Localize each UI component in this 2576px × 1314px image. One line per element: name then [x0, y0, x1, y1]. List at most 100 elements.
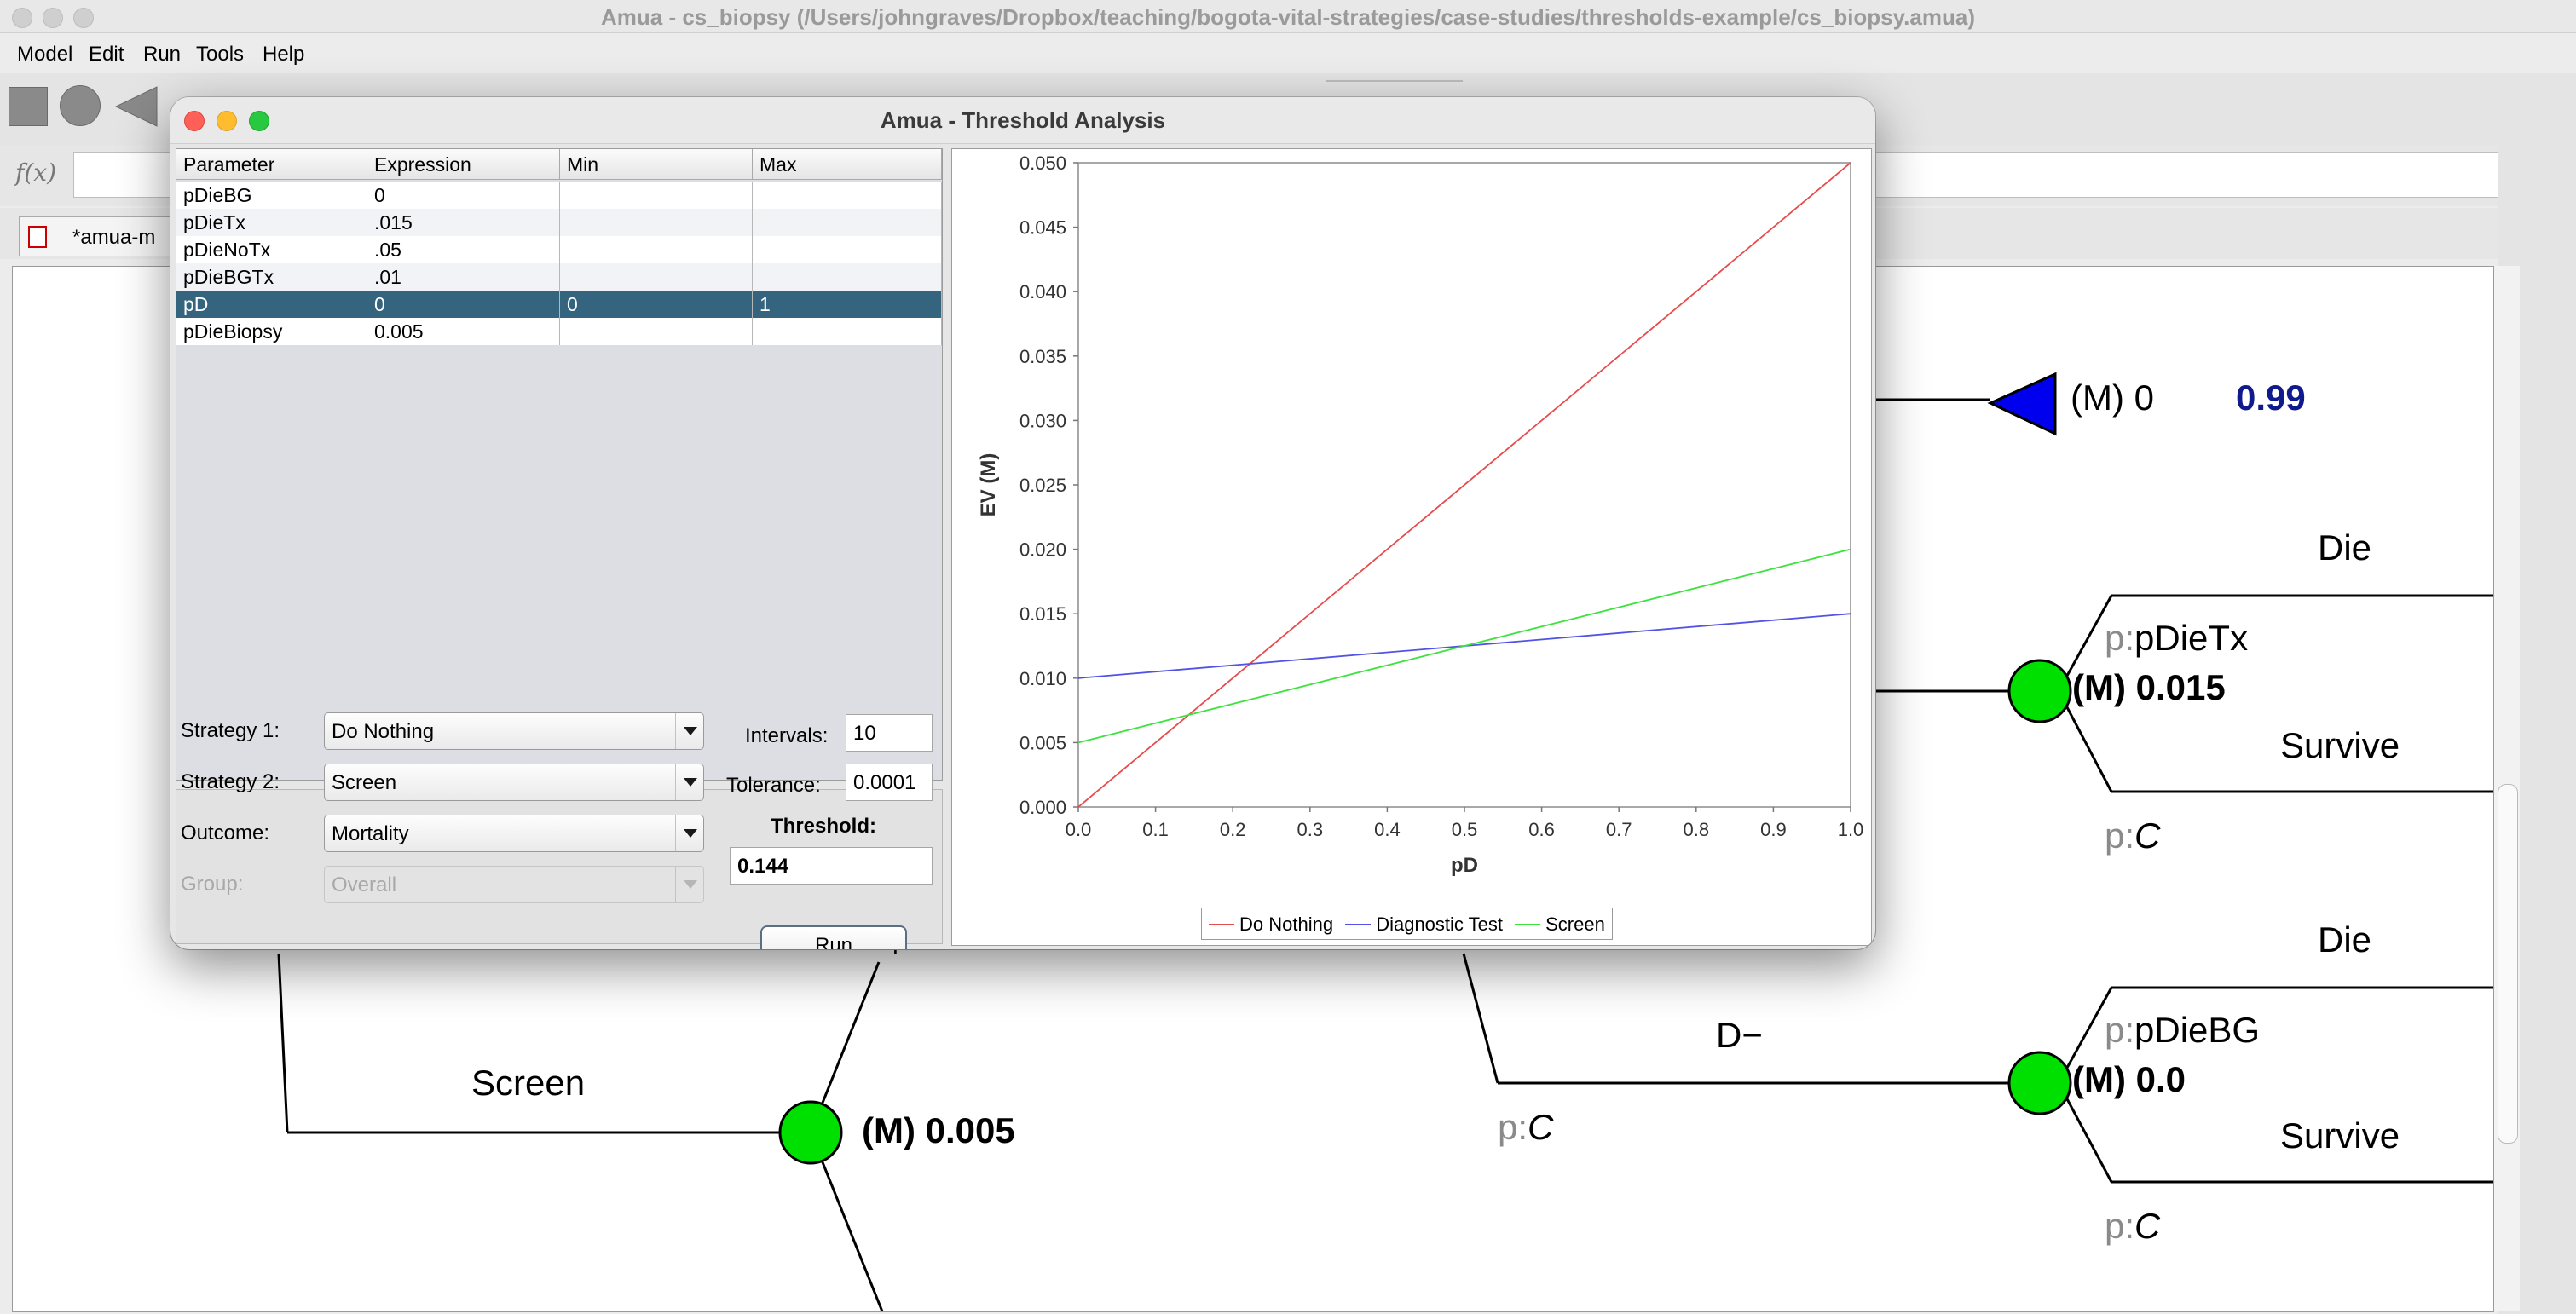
- tree-edges: [277, 372, 2493, 1311]
- menu-model[interactable]: Model: [17, 43, 73, 66]
- menu-help[interactable]: Help: [263, 43, 305, 66]
- series-line-0: [1077, 162, 1851, 808]
- legend-label-1: Diagnostic Test: [1376, 913, 1503, 936]
- dialog-close-button[interactable]: [184, 111, 205, 131]
- x-tick-label: 0.1: [1142, 819, 1169, 840]
- decision-node-icon[interactable]: [9, 87, 48, 126]
- cell-max[interactable]: [753, 209, 942, 236]
- chance-node-lower: [2007, 1051, 2072, 1115]
- menu-edit[interactable]: Edit: [89, 43, 124, 66]
- lower-die-label: Die: [2318, 919, 2372, 960]
- y-tick-label: 0.005: [1019, 732, 1066, 753]
- model-file-icon: [28, 226, 47, 248]
- strategy1-select[interactable]: Do Nothing: [324, 712, 704, 750]
- column-header-parameter[interactable]: Parameter: [176, 149, 367, 180]
- table-row-selected[interactable]: pD 0 0 1: [176, 291, 942, 318]
- window-title: Amua - cs_biopsy (/Users/johngraves/Drop…: [601, 4, 1975, 30]
- minimize-window-button[interactable]: [43, 8, 63, 28]
- cell-min[interactable]: [560, 236, 753, 263]
- cell-expression[interactable]: 0: [367, 291, 560, 318]
- cell-min[interactable]: [560, 182, 753, 209]
- zoom-window-button[interactable]: [73, 8, 94, 28]
- x-axis-label: pD: [1451, 854, 1478, 877]
- menu-run[interactable]: Run: [143, 43, 182, 66]
- tab-label: *amua-m: [72, 226, 156, 249]
- series-line-2: [1077, 548, 1851, 744]
- x-tick-label: 0.4: [1374, 819, 1401, 840]
- x-tick-label: 0.9: [1760, 819, 1787, 840]
- strategy2-label: Strategy 2:: [181, 770, 280, 793]
- run-button[interactable]: Run: [760, 925, 907, 949]
- y-tick-label: 0.045: [1019, 217, 1066, 239]
- lower-prob: p:pDieBG: [2105, 1010, 2261, 1050]
- y-tick-label: 0.040: [1019, 281, 1066, 303]
- strategy2-value: Screen: [332, 771, 397, 794]
- cell-expression[interactable]: 0: [367, 182, 560, 209]
- chance-node-screen: [778, 1100, 843, 1165]
- close-window-button[interactable]: [12, 8, 32, 28]
- cell-max[interactable]: [753, 263, 942, 291]
- terminal-node-shape: [1987, 372, 2057, 436]
- cell-parameter: pDieBGTx: [176, 263, 367, 291]
- chart-svg: 0.000 0.005 0.010 0.015 0.020 0.025 0.030 0.035…: [977, 153, 1863, 877]
- cell-max[interactable]: [753, 318, 942, 345]
- outcome-value: Mortality: [332, 822, 409, 845]
- cell-max[interactable]: [753, 182, 942, 209]
- y-tick-label: 0.000: [1019, 797, 1066, 818]
- threshold-result: 0.144: [730, 847, 933, 885]
- chance-node-icon[interactable]: [60, 85, 101, 126]
- upper-die-label: Die: [2318, 527, 2372, 568]
- cell-parameter: pDieTx: [176, 209, 367, 236]
- legend-label-0: Do Nothing: [1239, 913, 1334, 936]
- column-header-min[interactable]: Min: [560, 149, 753, 180]
- strategy1-label: Strategy 1:: [181, 719, 280, 742]
- group-value: Overall: [332, 873, 397, 896]
- dialog-minimize-button[interactable]: [217, 111, 237, 131]
- chance-node-upper: [2007, 659, 2072, 723]
- y-tick-label: 0.030: [1019, 410, 1066, 431]
- column-header-max[interactable]: Max: [753, 149, 942, 180]
- chevron-down-icon: [675, 815, 703, 851]
- cell-max[interactable]: [753, 236, 942, 263]
- terminal-node-icon[interactable]: [113, 85, 159, 128]
- cell-expression[interactable]: .015: [367, 209, 560, 236]
- cell-min[interactable]: [560, 263, 753, 291]
- intervals-input[interactable]: 10: [846, 714, 933, 752]
- legend-label-2: Screen: [1545, 913, 1605, 936]
- legend-swatch-1: [1345, 924, 1372, 926]
- cell-expression[interactable]: .05: [367, 236, 560, 263]
- dminus-prob: p:C: [1498, 1107, 1554, 1147]
- table-row[interactable]: pDieBGTx .01: [176, 263, 942, 291]
- tab-model[interactable]: *amua-m: [19, 216, 191, 256]
- cell-expression[interactable]: .01: [367, 263, 560, 291]
- cell-parameter: pDieBG: [176, 182, 367, 209]
- cell-min[interactable]: 0: [560, 291, 753, 318]
- upper-comp-prob: p:C: [2105, 815, 2161, 856]
- toolbar-slider-track: [1326, 80, 1463, 82]
- parameter-table: Parameter Expression Min Max pDieBG 0 pD…: [176, 148, 943, 781]
- cell-expression[interactable]: 0.005: [367, 318, 560, 345]
- strategy2-select[interactable]: Screen: [324, 764, 704, 801]
- outcome-select[interactable]: Mortality: [324, 815, 704, 852]
- tolerance-input[interactable]: 0.0001: [846, 764, 933, 801]
- scrollbar-thumb[interactable]: [2498, 784, 2518, 1144]
- table-row[interactable]: pDieBG 0: [176, 182, 942, 209]
- threshold-label: Threshold:: [771, 815, 876, 838]
- menu-tools[interactable]: Tools: [196, 43, 245, 66]
- intervals-label: Intervals:: [745, 724, 829, 747]
- cell-min[interactable]: [560, 209, 753, 236]
- dialog-title: Amua - Threshold Analysis: [880, 107, 1166, 133]
- table-row[interactable]: pDieBiopsy 0.005: [176, 318, 942, 345]
- column-header-expression[interactable]: Expression: [367, 149, 560, 180]
- lower-survive-label: Survive: [2280, 1115, 2400, 1156]
- chevron-down-icon: [675, 764, 703, 800]
- legend-swatch-0: [1209, 924, 1234, 926]
- y-tick-label: 0.035: [1019, 346, 1066, 367]
- table-row[interactable]: pDieTx .015: [176, 209, 942, 236]
- cell-min[interactable]: [560, 318, 753, 345]
- table-row[interactable]: pDieNoTx .05: [176, 236, 942, 263]
- upper-value: (M) 0.015: [2072, 667, 2226, 707]
- dialog-zoom-button[interactable]: [249, 111, 269, 131]
- cell-max[interactable]: 1: [753, 291, 942, 318]
- x-tick-label: 0.6: [1528, 819, 1555, 840]
